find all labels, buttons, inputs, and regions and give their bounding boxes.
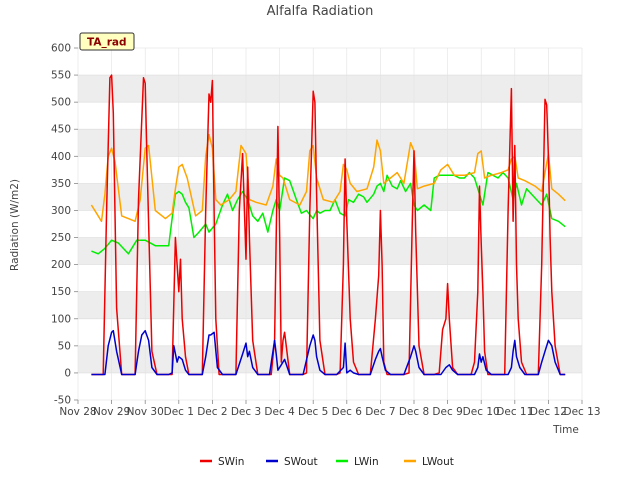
x-axis-label: Time (552, 424, 579, 436)
y-tick-label: 300 (51, 205, 71, 217)
x-tick-label: Dec 3 (231, 406, 261, 418)
y-tick-label: -50 (54, 395, 71, 407)
y-tick-label: 400 (51, 151, 71, 163)
plot-band (78, 345, 582, 373)
y-axis-label: Radiation (W/m2) (9, 179, 21, 271)
x-tick-label: Nov 28 (59, 406, 96, 418)
y-tick-label: 250 (51, 232, 71, 244)
x-tick-label: Dec 6 (332, 406, 363, 418)
x-tick-label: Nov 30 (127, 406, 164, 418)
x-tick-label: Dec 5 (298, 406, 328, 418)
legend-label-swout: SWout (284, 456, 318, 468)
x-tick-label: Dec 11 (496, 406, 533, 418)
plot-band (78, 75, 582, 103)
x-tick-label: Dec 2 (197, 406, 227, 418)
gridlines (77, 47, 583, 401)
x-tick-label: Dec 13 (563, 406, 600, 418)
y-tick-label: 450 (51, 124, 71, 136)
legend-label-swin: SWin (218, 456, 244, 468)
legend-label-lwin: LWin (354, 456, 379, 468)
legend-label-lwout: LWout (422, 456, 454, 468)
ta-rad-tag: TA_rad (79, 32, 135, 51)
y-tick-label: 100 (51, 313, 71, 325)
chart-title: Alfalfa Radiation (267, 4, 374, 19)
y-axis-ticks: -50 0 50 100 150 200 250 300 350 400 450 500 550 600 (51, 43, 78, 407)
ta-rad-tag-label: TA_rad (87, 37, 127, 49)
x-tick-label: Dec 7 (365, 406, 395, 418)
y-tick-label: 0 (64, 367, 71, 379)
x-tick-label: Dec 12 (530, 406, 567, 418)
x-tick-label: Dec 10 (463, 406, 500, 418)
plot-area (78, 48, 582, 400)
series-line-lwout (90, 133, 566, 223)
y-tick-label: 500 (51, 97, 71, 109)
y-tick-label: 150 (51, 286, 71, 298)
plot-band (78, 183, 582, 211)
y-tick-label: 550 (51, 70, 71, 82)
plot-background (78, 48, 582, 400)
series-lines (90, 74, 566, 376)
plot-band (78, 237, 582, 265)
y-tick-label: 600 (51, 43, 71, 55)
y-tick-label: 200 (51, 259, 71, 271)
x-tick-label: Dec 1 (164, 406, 194, 418)
series-line-lwin (91, 171, 566, 255)
plot-band (78, 129, 582, 157)
x-tick-label: Dec 9 (432, 406, 462, 418)
x-tick-label: Dec 8 (399, 406, 429, 418)
series-line-swout (91, 329, 566, 376)
y-tick-label: 350 (51, 178, 71, 190)
y-tick-label: 50 (58, 340, 71, 352)
x-tick-label: Nov 29 (93, 406, 130, 418)
plot-band (78, 291, 582, 319)
legend: SWin SWout LWin LWout (200, 456, 454, 468)
x-tick-label: Dec 4 (264, 406, 295, 418)
